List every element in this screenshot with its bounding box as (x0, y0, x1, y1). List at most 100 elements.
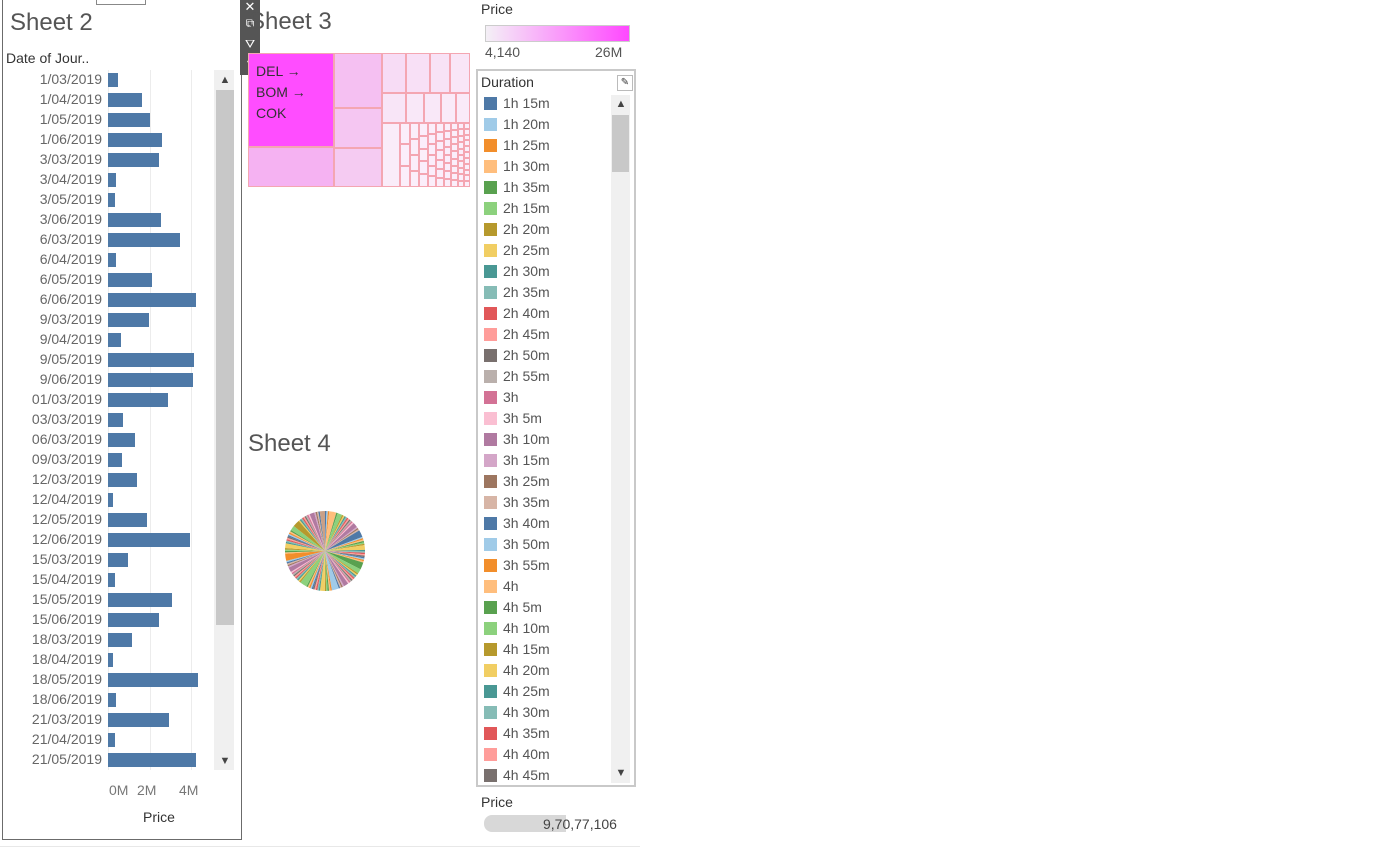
treemap-cell[interactable] (419, 174, 428, 187)
duration-legend-item[interactable]: 3h 15m (483, 451, 608, 472)
pie-slice[interactable] (325, 543, 365, 551)
treemap-cell[interactable] (406, 53, 430, 93)
date-row-label[interactable]: 1/03/2019 (39, 71, 102, 87)
date-row-label[interactable]: 03/03/2019 (31, 411, 102, 427)
price-filter-slider[interactable] (484, 815, 566, 832)
duration-legend-item[interactable]: 3h (483, 388, 608, 409)
treemap-cell[interactable] (410, 171, 419, 187)
price-bar[interactable] (108, 133, 163, 147)
date-row-label[interactable]: 21/05/2019 (31, 751, 102, 767)
pie-slice[interactable] (291, 551, 325, 575)
pie-slice[interactable] (325, 551, 341, 589)
treemap-cell[interactable] (458, 161, 464, 168)
price-bar[interactable] (108, 753, 196, 767)
treemap-cell[interactable] (464, 140, 470, 147)
treemap-cell[interactable] (382, 53, 406, 93)
pie-slice[interactable] (325, 551, 365, 556)
pie-slice[interactable] (325, 523, 357, 551)
panel-drag-handle[interactable] (96, 0, 146, 5)
pie-slice[interactable] (325, 551, 343, 588)
pie-slice[interactable] (325, 551, 358, 576)
pie-slice[interactable] (318, 511, 325, 551)
pie-slice[interactable] (325, 551, 357, 577)
duration-legend-item[interactable]: 2h 50m (483, 346, 608, 367)
treemap-cell[interactable] (444, 139, 451, 147)
pie-slice[interactable] (325, 511, 330, 551)
duration-legend-item[interactable]: 3h 5m (483, 409, 608, 430)
treemap-cell[interactable] (430, 53, 450, 93)
pie-slice[interactable] (311, 551, 325, 590)
pie-slice[interactable] (309, 512, 325, 551)
pie-slice[interactable] (296, 551, 325, 580)
duration-legend-item[interactable]: 2h 45m (483, 325, 608, 346)
duration-legend-item[interactable]: 3h 40m (483, 514, 608, 535)
treemap-cell[interactable] (458, 129, 464, 136)
treemap-cell[interactable] (428, 144, 436, 155)
treemap-cell[interactable] (464, 163, 470, 170)
close-icon[interactable]: ✕ (244, 0, 256, 14)
pie-slice[interactable] (303, 516, 325, 551)
price-bar[interactable] (108, 173, 117, 187)
treemap-cell[interactable] (450, 53, 470, 93)
price-bar[interactable] (108, 333, 122, 347)
pie-slice[interactable] (325, 521, 353, 551)
price-bar[interactable] (108, 113, 151, 127)
pie-slice[interactable] (325, 519, 351, 551)
price-bar[interactable] (108, 433, 136, 447)
date-row-label[interactable]: 1/05/2019 (39, 111, 102, 127)
pie-slice[interactable] (325, 520, 352, 551)
date-row-label[interactable]: 3/03/2019 (39, 151, 102, 167)
duration-legend-item[interactable]: 1h 30m (483, 157, 608, 178)
treemap-cell[interactable] (382, 93, 406, 123)
pie-slice[interactable] (314, 551, 325, 590)
pie-slice[interactable] (302, 517, 325, 551)
duration-legend-item[interactable]: 4h 15m (483, 640, 608, 661)
pie-slice[interactable] (286, 540, 325, 551)
pie-slice[interactable] (307, 551, 325, 588)
pie-slice[interactable] (325, 513, 343, 551)
treemap-cell[interactable] (464, 152, 470, 158)
duration-legend-item[interactable]: 1h 35m (483, 178, 608, 199)
treemap-cell[interactable] (334, 108, 382, 148)
date-row-label[interactable]: 6/04/2019 (39, 251, 102, 267)
duration-legend-item[interactable]: 2h 25m (483, 241, 608, 262)
date-row-label[interactable]: 12/06/2019 (31, 531, 102, 547)
pie-slice[interactable] (319, 551, 325, 591)
price-bar[interactable] (108, 553, 128, 567)
treemap-cell[interactable] (428, 133, 436, 145)
popout-icon[interactable]: ⧉ (245, 16, 255, 30)
pie-slice[interactable] (304, 515, 325, 551)
treemap-cell[interactable] (382, 123, 400, 187)
treemap-cell[interactable] (464, 169, 470, 176)
duration-scroll-up-icon[interactable]: ▲ (615, 98, 627, 110)
duration-legend-item[interactable]: 4h 10m (483, 619, 608, 640)
price-bar[interactable] (108, 633, 133, 647)
treemap-cell[interactable] (436, 132, 444, 142)
pie-slice[interactable] (300, 518, 325, 551)
duration-scroll-thumb[interactable] (612, 115, 629, 172)
price-bar[interactable] (108, 213, 161, 227)
pie-chart[interactable] (284, 510, 366, 592)
date-row-label[interactable]: 3/06/2019 (39, 211, 102, 227)
date-row-label[interactable]: 01/03/2019 (31, 391, 102, 407)
treemap-cell[interactable] (334, 53, 382, 108)
treemap-cell[interactable] (419, 135, 428, 149)
treemap-cell[interactable] (428, 165, 436, 177)
treemap-cell[interactable] (464, 157, 470, 164)
pie-slice[interactable] (286, 551, 325, 563)
pie-slice[interactable] (325, 516, 346, 551)
duration-legend-item[interactable]: 4h 45m (483, 766, 608, 787)
pie-slice[interactable] (287, 536, 325, 551)
pie-slice[interactable] (290, 529, 325, 551)
pie-slice[interactable] (292, 551, 325, 576)
price-bar[interactable] (108, 593, 172, 607)
treemap-cell[interactable] (441, 93, 456, 123)
pie-slice[interactable] (297, 551, 325, 581)
duration-legend-item[interactable]: 2h 15m (483, 199, 608, 220)
pie-slice[interactable] (325, 551, 349, 587)
pie-slice[interactable] (285, 541, 325, 551)
pie-slice[interactable] (325, 551, 365, 560)
date-row-label[interactable]: 9/05/2019 (39, 351, 102, 367)
pie-slice[interactable] (325, 551, 350, 584)
pie-slice[interactable] (325, 536, 363, 551)
